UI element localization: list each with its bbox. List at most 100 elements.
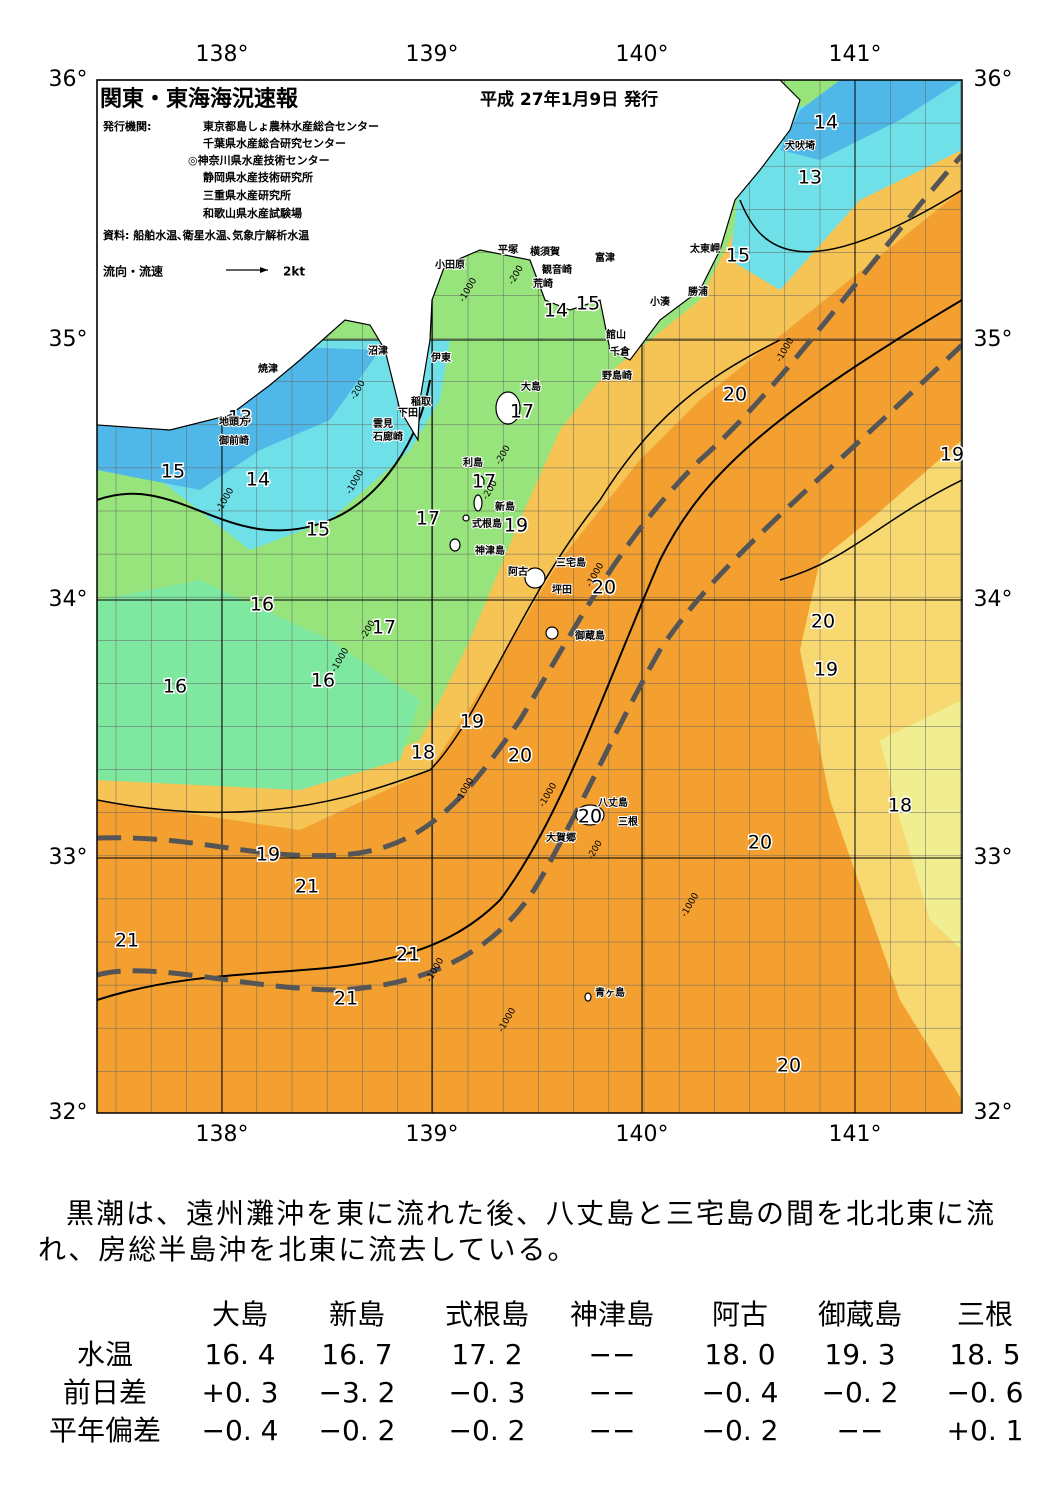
table-cell: −0. 2	[821, 1376, 899, 1409]
contour-label: 18	[411, 742, 435, 764]
place-name: 富津	[595, 251, 615, 264]
green-water	[97, 580, 420, 790]
lat-label: 35°	[974, 327, 1013, 352]
lon-label: 138°	[196, 1122, 249, 1147]
contour-label: 16	[163, 676, 187, 698]
place-name: 三宅島	[556, 556, 586, 569]
place-name: 坪田	[552, 583, 572, 596]
contour-label: 15	[726, 245, 750, 267]
place-name: 新島	[495, 500, 515, 513]
map-frame	[96, 79, 963, 1114]
legend-arrowhead	[260, 267, 268, 273]
table-cell: 16. 4	[204, 1338, 276, 1371]
place-name: 伊東	[430, 351, 451, 364]
legend-label: 流向・流速	[103, 264, 163, 279]
place-name: 観音崎	[542, 263, 572, 276]
title: 関東・東海海況速報	[100, 86, 299, 112]
column-header: 新島	[328, 1298, 385, 1331]
contour-label: 18	[888, 795, 912, 817]
contour-label: 20	[592, 577, 616, 599]
table-cell: −−	[588, 1376, 636, 1409]
place-name: 御蔵島	[574, 629, 605, 642]
row-label: 平年偏差	[48, 1414, 161, 1447]
contour-label: 19	[940, 444, 964, 466]
row-label: 前日差	[62, 1376, 147, 1409]
lon-label: 141°	[829, 1122, 882, 1147]
contour-label: 17	[472, 471, 496, 493]
description: 黒潮は、遠州灘沖を東に流れた後、八丈島と三宅島の間を北北東に流れ、房総半島沖を北…	[38, 1197, 997, 1266]
lon-label: 141°	[829, 42, 882, 67]
table-cell: +0. 3	[201, 1376, 279, 1409]
table-cell: −−	[588, 1338, 636, 1371]
place-name: 稲取	[411, 395, 432, 408]
place-name: 下田	[398, 407, 418, 419]
pale-water	[880, 700, 962, 950]
contour-label: 20	[811, 611, 835, 633]
table-cell: 17. 2	[451, 1338, 523, 1371]
place-name: 勝浦	[688, 285, 708, 298]
table-cell: −3. 2	[318, 1376, 396, 1409]
contour-label: 21	[396, 944, 420, 966]
table-cell: −0. 4	[201, 1414, 279, 1447]
contour-label: 14	[544, 300, 568, 322]
table-cell: 18. 0	[704, 1338, 776, 1371]
place-name: 雲見	[373, 418, 393, 430]
contour-label: 15	[161, 461, 185, 483]
place-name: 式根島	[472, 517, 502, 530]
table-cell: 18. 5	[949, 1338, 1021, 1371]
place-name: 青ヶ島	[595, 986, 625, 999]
lon-label: 139°	[406, 1122, 459, 1147]
column-header: 神津島	[569, 1298, 654, 1331]
contour-label: 17	[372, 617, 396, 639]
contour-label: 21	[115, 930, 139, 952]
lat-label: 34°	[974, 587, 1013, 612]
place-name: 小湊	[649, 295, 671, 308]
publisher: 和歌山県水産試験場	[203, 206, 302, 220]
land	[96, 79, 801, 1002]
column-header: 大島	[211, 1298, 268, 1331]
contour-label: 13	[228, 407, 252, 429]
place-name: 野島崎	[602, 369, 632, 382]
contour-label: 19	[814, 659, 838, 681]
table-cell: 19. 3	[824, 1338, 896, 1371]
publisher: 千葉県水産総合研究センター	[203, 136, 346, 150]
place-name: 大島	[521, 380, 541, 393]
table-cell: −0. 4	[701, 1376, 779, 1409]
column-header: 三根	[956, 1298, 1013, 1331]
publisher: 静岡県水産技術研究所	[203, 170, 313, 184]
place-name: 焼津	[258, 362, 278, 375]
place-name: 千倉	[610, 345, 631, 358]
contour-label: 20	[723, 384, 747, 406]
place-name: 荒崎	[532, 277, 553, 290]
contour-label: 16	[311, 670, 335, 692]
lat-label: 34°	[49, 587, 88, 612]
contour-label: 19	[256, 844, 280, 866]
lat-label: 36°	[49, 67, 88, 92]
place-name: 八丈島	[597, 796, 628, 809]
place-name: 小田原	[434, 258, 465, 271]
contour-label: 19	[460, 711, 484, 733]
table-cell: −0. 6	[946, 1376, 1024, 1409]
kuroshio-axis	[97, 153, 962, 993]
publisher: ◎神奈川県水産技術センター	[188, 153, 330, 167]
blue-water	[780, 80, 962, 160]
place-name: 石廊崎	[372, 430, 403, 443]
lat-label: 35°	[49, 327, 88, 352]
publisher: 東京都島しょ農林水産総合センター	[203, 119, 379, 133]
lon-label: 140°	[616, 1122, 669, 1147]
publisher: 三重県水産研究所	[203, 188, 291, 202]
contour-label: 17	[510, 401, 534, 423]
table-cell: −0. 3	[448, 1376, 526, 1409]
row-label: 水温	[76, 1338, 133, 1371]
lat-label: 32°	[49, 1100, 88, 1125]
contour-label: 21	[334, 988, 358, 1010]
contours	[97, 189, 962, 1001]
contour-label: 15	[306, 519, 330, 541]
place-name: 利島	[463, 456, 483, 469]
table-cell: 16. 7	[321, 1338, 393, 1371]
place-name: 太東岬	[689, 242, 720, 255]
contour-label: 19	[504, 515, 528, 537]
contour-label: 16	[250, 594, 274, 616]
lat-label: 36°	[974, 67, 1013, 92]
